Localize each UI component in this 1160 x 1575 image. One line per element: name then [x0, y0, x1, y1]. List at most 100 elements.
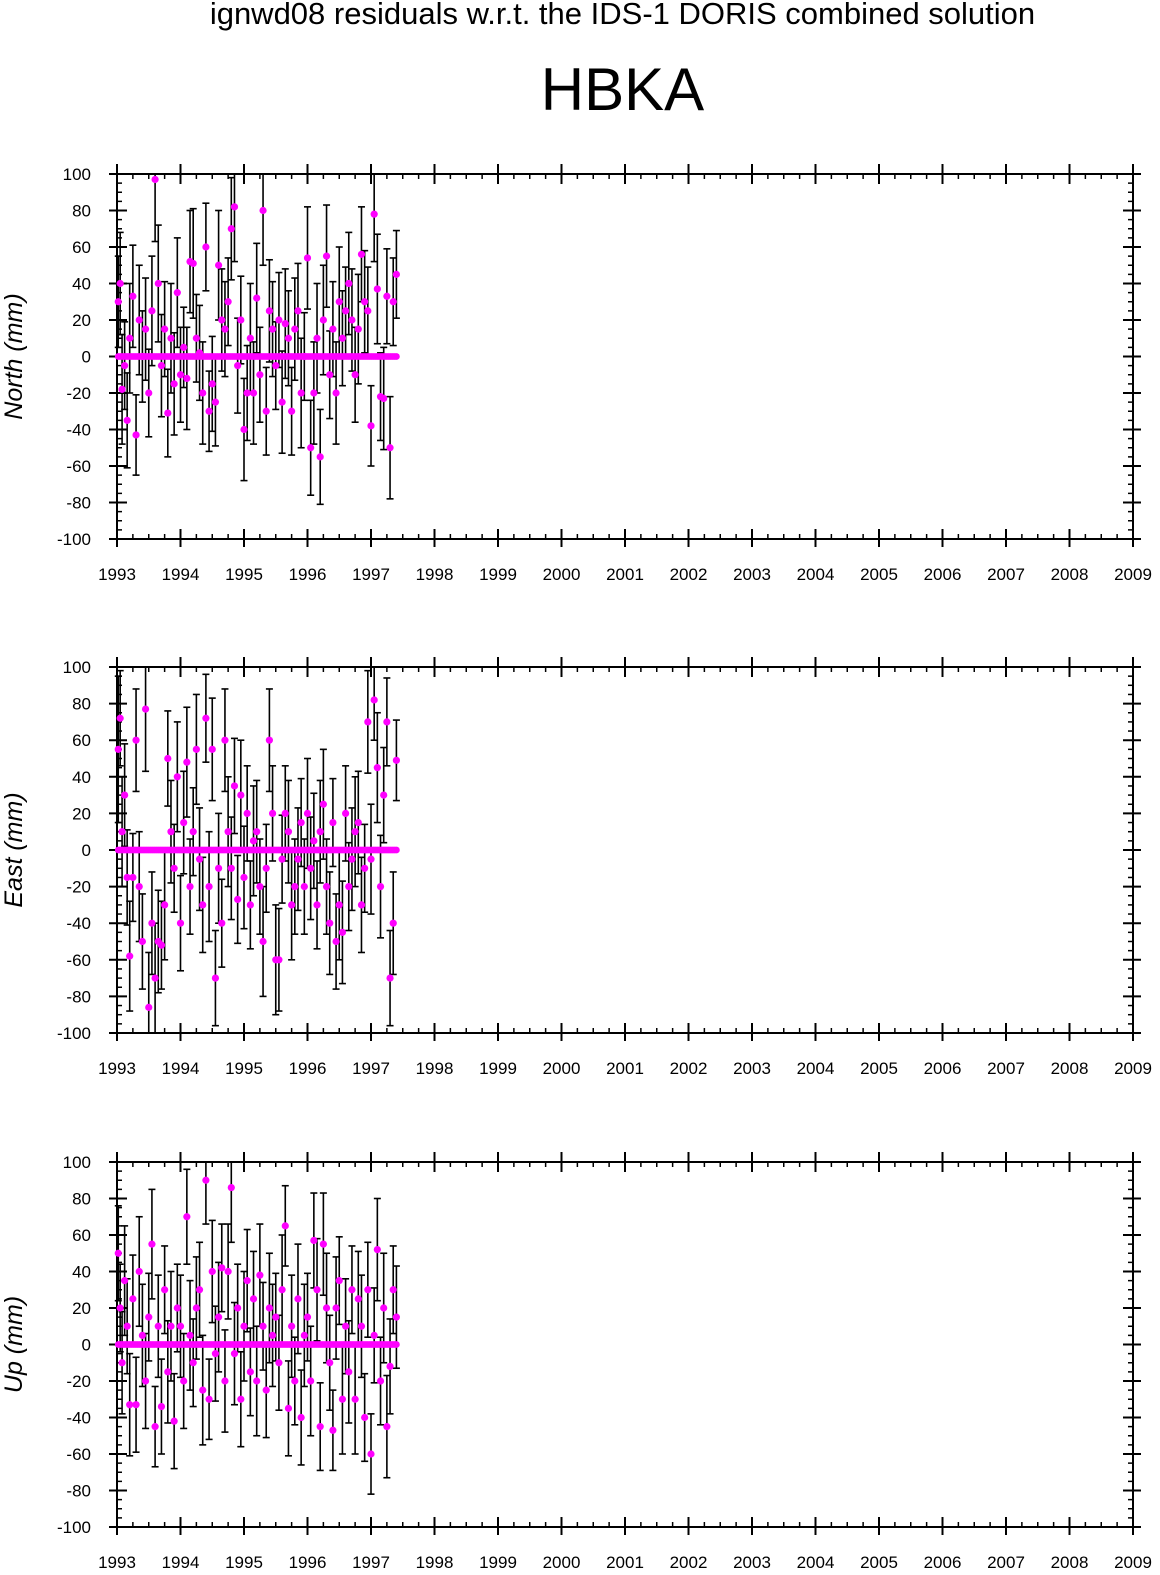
up-x-tick-label: 2009 — [1114, 1553, 1152, 1572]
up-data-point — [208, 1267, 216, 1276]
up-data-point — [183, 1213, 191, 1221]
north-data-point — [313, 334, 321, 342]
east-data-point — [278, 855, 286, 863]
up-data-point — [332, 1304, 340, 1312]
up-data-point — [256, 1271, 264, 1279]
north-data-point — [367, 422, 375, 430]
up-data-point — [281, 1222, 289, 1230]
up-data-point — [262, 1386, 270, 1394]
east-data-point — [138, 937, 146, 946]
east-data-point — [275, 956, 283, 964]
north-data-point — [288, 407, 296, 415]
north-data-point — [116, 279, 124, 288]
up-data-point — [176, 1322, 185, 1330]
up-data-point — [123, 1322, 131, 1330]
up-y-tick-label: 0 — [82, 1336, 91, 1355]
east-y-tick-label: -20 — [66, 878, 91, 897]
east-data-point — [141, 705, 150, 713]
up-x-tick-label: 1994 — [162, 1553, 200, 1572]
up-data-point — [348, 1286, 356, 1294]
east-data-point — [259, 937, 267, 946]
north-data-point — [123, 416, 131, 424]
east-data-point — [221, 736, 229, 744]
east-data-point — [281, 809, 289, 818]
up-data-point — [202, 1176, 210, 1184]
east-data-point — [224, 828, 232, 836]
up-x-tick-label: 1999 — [479, 1553, 517, 1572]
north-data-point — [208, 380, 216, 388]
up-data-point — [265, 1304, 273, 1312]
up-data-point — [294, 1295, 302, 1303]
north-x-tick-label: 2003 — [733, 565, 771, 584]
east-data-point — [129, 873, 137, 882]
east-y-tick-label: 40 — [72, 768, 91, 787]
north-y-tick-label: 100 — [63, 165, 91, 184]
east-data-point — [195, 855, 204, 863]
east-data-point — [126, 952, 134, 960]
east-x-tick-label: 2004 — [797, 1059, 835, 1078]
north-data-point — [199, 389, 207, 397]
north-data-point — [338, 334, 347, 342]
east-y-tick-label: -60 — [66, 951, 91, 970]
east-data-point — [380, 791, 388, 799]
east-x-tick-label: 1997 — [352, 1059, 390, 1078]
north-data-point — [211, 398, 220, 406]
east-data-point — [297, 818, 305, 827]
north-data-point — [234, 362, 242, 370]
up-data-point — [170, 1417, 178, 1425]
east-data-point — [205, 883, 213, 891]
north-zero-point — [393, 353, 400, 360]
north-data-point — [278, 398, 286, 406]
up-x-tick-label: 2005 — [860, 1553, 898, 1572]
north-data-point — [215, 261, 223, 269]
east-data-point — [354, 818, 362, 827]
north-data-point — [170, 380, 178, 388]
east-data-point — [186, 883, 194, 891]
north-x-tick-label: 1995 — [225, 565, 263, 584]
east-data-point — [237, 791, 245, 799]
north-data-point — [135, 316, 143, 324]
north-data-point — [380, 394, 388, 403]
east-data-point — [211, 974, 220, 982]
up-data-point — [221, 1377, 229, 1385]
north-data-point — [151, 175, 159, 184]
up-x-tick-label: 2002 — [670, 1553, 708, 1572]
up-data-point — [148, 1240, 156, 1248]
up-data-point — [249, 1295, 258, 1303]
north-y-tick-label: -80 — [66, 494, 91, 513]
north-data-point — [218, 316, 226, 324]
north-x-tick-label: 1993 — [98, 565, 136, 584]
east-data-point — [170, 864, 178, 872]
up-data-point — [253, 1377, 261, 1385]
north-data-point — [272, 362, 280, 370]
north-data-point — [256, 371, 264, 379]
east-data-point — [180, 818, 188, 827]
up-y-tick-label: 60 — [72, 1226, 91, 1245]
east-y-tick-label: 100 — [63, 658, 91, 677]
north-data-point — [253, 294, 261, 302]
north-data-point — [118, 385, 126, 393]
north-data-point — [157, 362, 166, 370]
north-data-point — [357, 250, 366, 258]
up-data-point — [307, 1377, 315, 1385]
north-x-tick-label: 1996 — [289, 565, 327, 584]
north-data-point — [275, 316, 283, 324]
east-zero-point — [393, 846, 400, 854]
north-y-tick-label: -20 — [66, 384, 91, 403]
up-data-point — [121, 1277, 129, 1285]
east-data-point — [303, 809, 312, 818]
north-data-point — [383, 292, 391, 300]
up-y-axis-label: Up (mm) — [0, 1296, 28, 1393]
up-data-point — [291, 1377, 299, 1385]
up-data-point — [380, 1304, 388, 1312]
east-x-tick-label: 1993 — [98, 1059, 136, 1078]
up-data-point — [335, 1277, 343, 1285]
east-data-point — [342, 809, 350, 818]
east-x-tick-label: 2006 — [924, 1059, 962, 1078]
up-data-point — [240, 1322, 248, 1330]
up-data-point — [246, 1368, 254, 1376]
up-data-point — [114, 1249, 122, 1257]
east-data-point — [189, 828, 197, 836]
east-data-point — [310, 837, 318, 845]
up-data-point — [129, 1295, 137, 1303]
